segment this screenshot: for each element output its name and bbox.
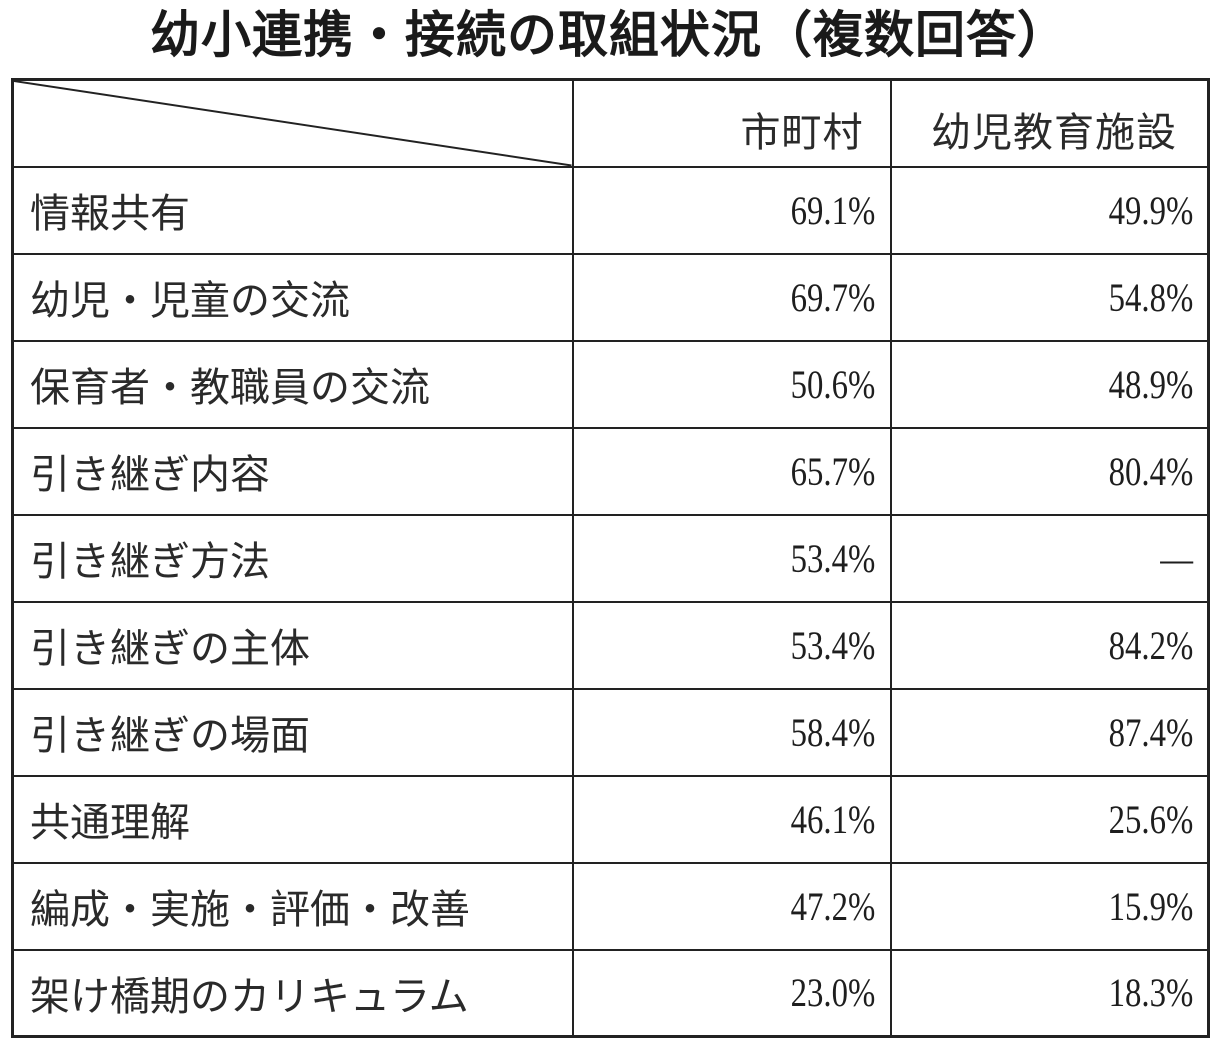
row-label: 引き継ぎ内容 [11, 426, 574, 516]
row-label: 共通理解 [11, 774, 574, 864]
municipality-value: 50.6% [571, 339, 892, 429]
table-header-row: 市町村 幼児教育施設 [11, 78, 1210, 168]
municipality-value: 23.0% [571, 948, 892, 1038]
column-header-municipality: 市町村 [571, 78, 892, 168]
municipality-value: 69.1% [571, 165, 892, 255]
facility-value: 54.8% [889, 252, 1210, 342]
table-row: 保育者・教職員の交流 50.6% 48.9% [11, 339, 1210, 429]
row-label: 引き継ぎの主体 [11, 600, 574, 690]
municipality-value: 65.7% [571, 426, 892, 516]
row-label: 引き継ぎの場面 [11, 687, 574, 777]
row-label: 編成・実施・評価・改善 [11, 861, 574, 951]
facility-value: 48.9% [889, 339, 1210, 429]
row-label: 幼児・児童の交流 [11, 252, 574, 342]
municipality-value: 47.2% [571, 861, 892, 951]
row-label: 架け橋期のカリキュラム [11, 948, 574, 1038]
municipality-value: 53.4% [571, 513, 892, 603]
page-title: 幼小連携・接続の取組状況（複数回答） [150, 6, 1068, 64]
facility-value: 18.3% [889, 948, 1210, 1038]
table-row: 引き継ぎ内容 65.7% 80.4% [11, 426, 1210, 516]
corner-cell-diagonal [11, 78, 574, 168]
facility-value: 49.9% [889, 165, 1210, 255]
municipality-value: 58.4% [571, 687, 892, 777]
municipality-value: 46.1% [571, 774, 892, 864]
row-label: 情報共有 [11, 165, 574, 255]
municipality-value: 69.7% [571, 252, 892, 342]
municipality-value: 53.4% [571, 600, 892, 690]
facility-value: 15.9% [889, 861, 1210, 951]
facility-value: 87.4% [889, 687, 1210, 777]
table-row: 編成・実施・評価・改善 47.2% 15.9% [11, 861, 1210, 951]
table-row: 共通理解 46.1% 25.6% [11, 774, 1210, 864]
facility-value: 84.2% [889, 600, 1210, 690]
diagonal-line-icon [14, 81, 572, 166]
table-row: 幼児・児童の交流 69.7% 54.8% [11, 252, 1210, 342]
survey-table: 市町村 幼児教育施設 情報共有 69.1% 49.9% 幼児・児童の交流 69.… [11, 78, 1210, 1038]
table-row: 引き継ぎの場面 58.4% 87.4% [11, 687, 1210, 777]
table-row: 引き継ぎの主体 53.4% 84.2% [11, 600, 1210, 690]
column-header-facility: 幼児教育施設 [889, 78, 1210, 168]
table-row: 情報共有 69.1% 49.9% [11, 165, 1210, 255]
row-label: 保育者・教職員の交流 [11, 339, 574, 429]
facility-value: 25.6% [889, 774, 1210, 864]
facility-value: — [889, 513, 1210, 603]
row-label: 引き継ぎ方法 [11, 513, 574, 603]
table-row: 引き継ぎ方法 53.4% — [11, 513, 1210, 603]
table-row: 架け橋期のカリキュラム 23.0% 18.3% [11, 948, 1210, 1038]
facility-value: 80.4% [889, 426, 1210, 516]
